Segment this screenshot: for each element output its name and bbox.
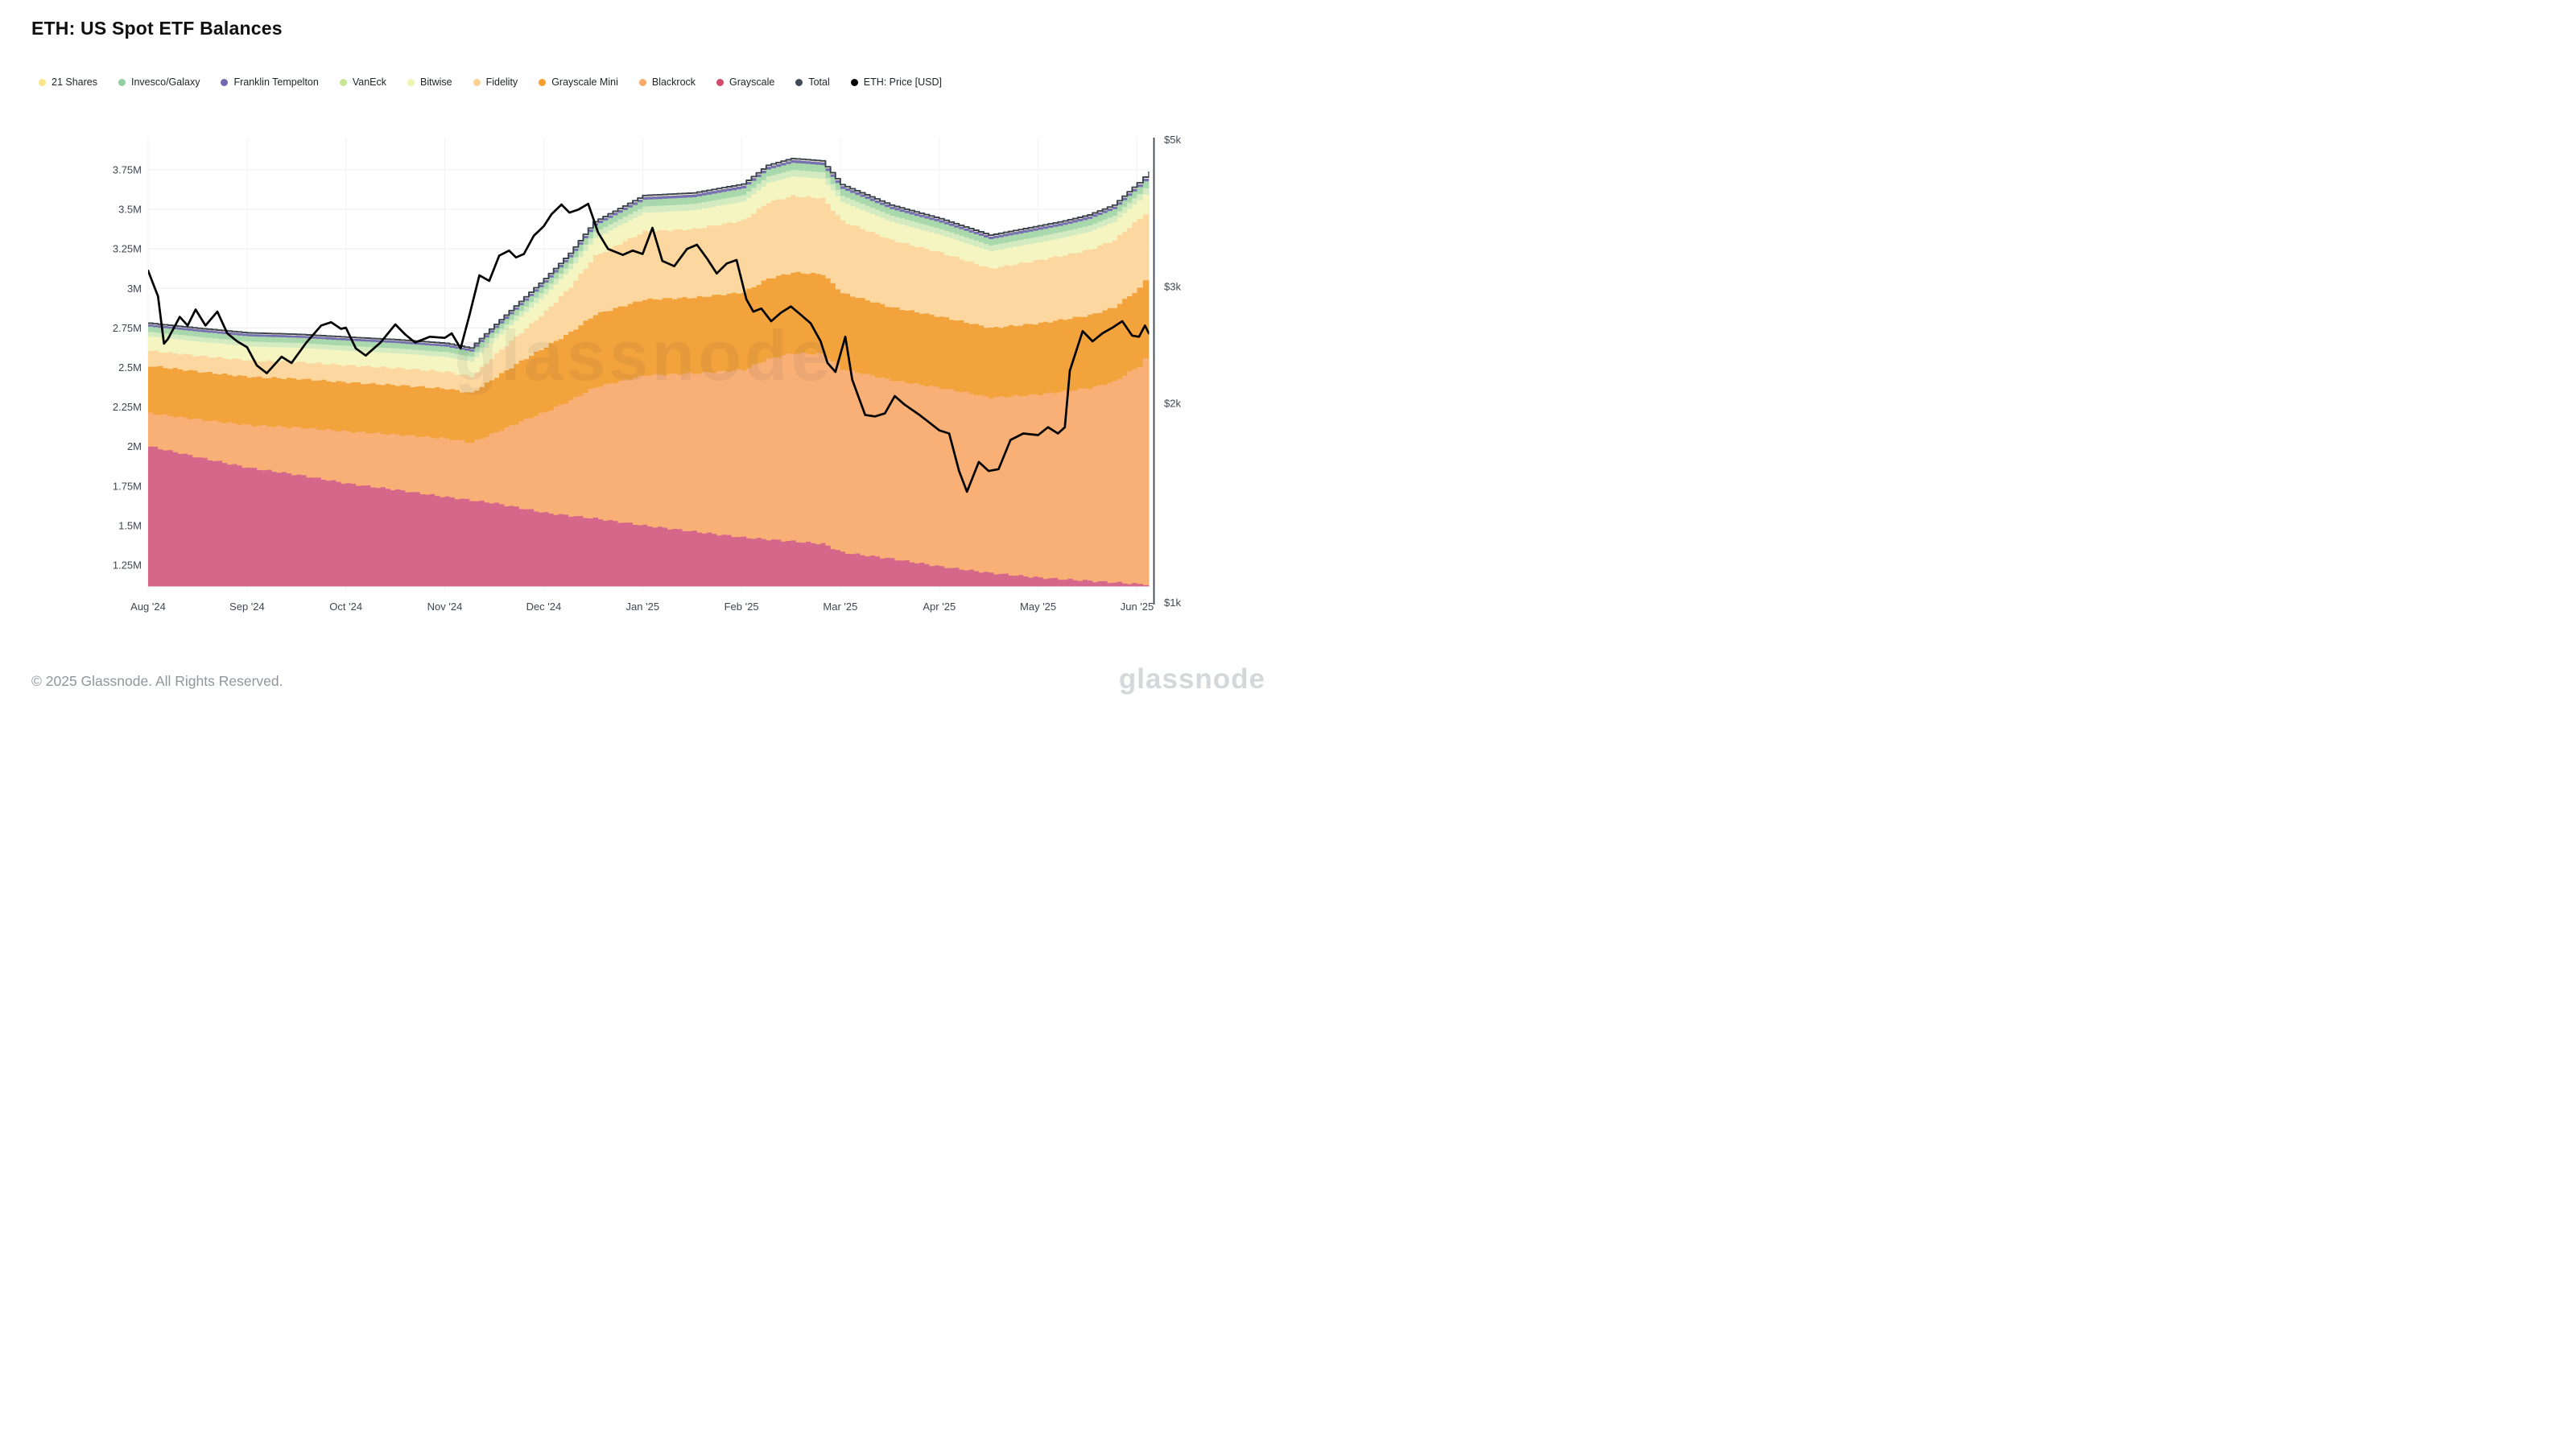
glassnode-logo: glassnode (1118, 663, 1265, 695)
x-axis-tick: Sep '24 (229, 601, 265, 613)
legend-label: 21 Shares (52, 76, 97, 88)
legend-item-grayscale[interactable]: Grayscale (716, 76, 774, 88)
chart-figure: ETH: US Spot ETF Balances 21 Shares Inves… (0, 0, 1288, 724)
copyright-text: © 2025 Glassnode. All Rights Reserved. (31, 673, 283, 689)
legend-label: VanEck (352, 76, 386, 88)
x-axis-tick: Jan '25 (626, 601, 660, 613)
left-axis-tick: 3M (127, 283, 142, 295)
watermark: glassnode (454, 316, 833, 395)
legend-item-bitwise[interactable]: Bitwise (407, 76, 452, 88)
x-axis-tick: Nov '24 (427, 601, 463, 613)
legend-label: Grayscale Mini (551, 76, 618, 88)
right-axis-tick: $1k (1164, 597, 1181, 609)
legend-item-grayscale-mini[interactable]: Grayscale Mini (539, 76, 618, 88)
overlay-lines[interactable] (148, 157, 1150, 493)
legend: 21 Shares Invesco/Galaxy Franklin Tempelto… (39, 76, 942, 88)
x-axis-tick: Mar '25 (823, 601, 857, 613)
total-dot-icon (795, 78, 803, 86)
left-axis-tick: 2.5M (118, 361, 142, 374)
x-axis-tick: Oct '24 (329, 601, 362, 613)
legend-label: ETH: Price [USD] (863, 76, 942, 88)
vaneck-dot-icon (339, 78, 347, 86)
legend-label: Blackrock (651, 76, 696, 88)
franklin-tempelton-dot-icon (221, 78, 229, 86)
bitwise-dot-icon (407, 78, 415, 86)
page-title: ETH: US Spot ETF Balances (31, 18, 283, 39)
legend-label: Bitwise (420, 76, 452, 88)
left-axis-tick: 3.5M (118, 204, 142, 216)
x-axis-tick: Jun '25 (1121, 601, 1154, 613)
grayscale-mini-dot-icon (539, 78, 547, 86)
blackrock-dot-icon (638, 78, 646, 86)
left-axis-tick: 1.25M (113, 559, 142, 572)
legend-label: Total (808, 76, 830, 88)
total-line[interactable] (148, 157, 1150, 349)
right-axis-tick: $2k (1164, 397, 1181, 409)
axis-labels: 3.75M 3.5M 3.25M 3M 2.75M 2.5M 2.25M 2M 1.75M 1.5… (113, 134, 1182, 613)
legend-label: Grayscale (729, 76, 775, 88)
legend-item-invesco-galaxy[interactable]: Invesco/Galaxy (118, 76, 200, 88)
legend-item-blackrock[interactable]: Blackrock (638, 76, 696, 88)
legend-item-total[interactable]: Total (795, 76, 830, 88)
area-grayscale[interactable] (148, 446, 1150, 588)
legend-label: Fidelity (485, 76, 518, 88)
right-axis-tick: $5k (1164, 134, 1181, 146)
x-axis-tick: Dec '24 (526, 601, 562, 613)
eth-price-usd-dot-icon (850, 78, 858, 86)
invesco-galaxy-dot-icon (118, 78, 126, 86)
legend-label: Franklin Tempelton (233, 76, 319, 88)
x-axis-tick: Feb '25 (724, 601, 759, 613)
left-axis-tick: 2.25M (113, 401, 142, 413)
legend-label: Invesco/Galaxy (130, 76, 200, 88)
left-axis-tick: 2M (127, 440, 142, 452)
left-axis-tick: 3.25M (113, 243, 142, 255)
left-axis-tick: 1.75M (113, 480, 142, 492)
legend-item-vaneck[interactable]: VanEck (339, 76, 386, 88)
legend-item-eth-price-usd[interactable]: ETH: Price [USD] (850, 76, 942, 88)
left-axis-tick: 2.75M (113, 322, 142, 334)
eth-price-line[interactable] (148, 202, 1150, 493)
legend-item-fidelity[interactable]: Fidelity (473, 76, 518, 88)
stacked-areas[interactable] (148, 158, 1150, 588)
21-shares-dot-icon (39, 78, 46, 86)
x-axis-tick: Apr '25 (923, 601, 956, 613)
left-axis-tick: 3.75M (113, 164, 142, 176)
right-axis-tick: $3k (1164, 281, 1181, 293)
grayscale-dot-icon (716, 78, 724, 86)
x-axis-tick: May '25 (1020, 601, 1056, 613)
legend-item-21-shares[interactable]: 21 Shares (39, 76, 97, 88)
left-axis-tick: 1.5M (118, 519, 142, 531)
legend-item-franklin-tempelton[interactable]: Franklin Tempelton (221, 76, 319, 88)
fidelity-dot-icon (473, 78, 481, 86)
chart-canvas[interactable]: glassnode 3.75M 3.5M 3.25M 3M 2.75M 2.5M 2.25M… (0, 0, 1288, 724)
x-axis-tick: Aug '24 (130, 601, 166, 613)
